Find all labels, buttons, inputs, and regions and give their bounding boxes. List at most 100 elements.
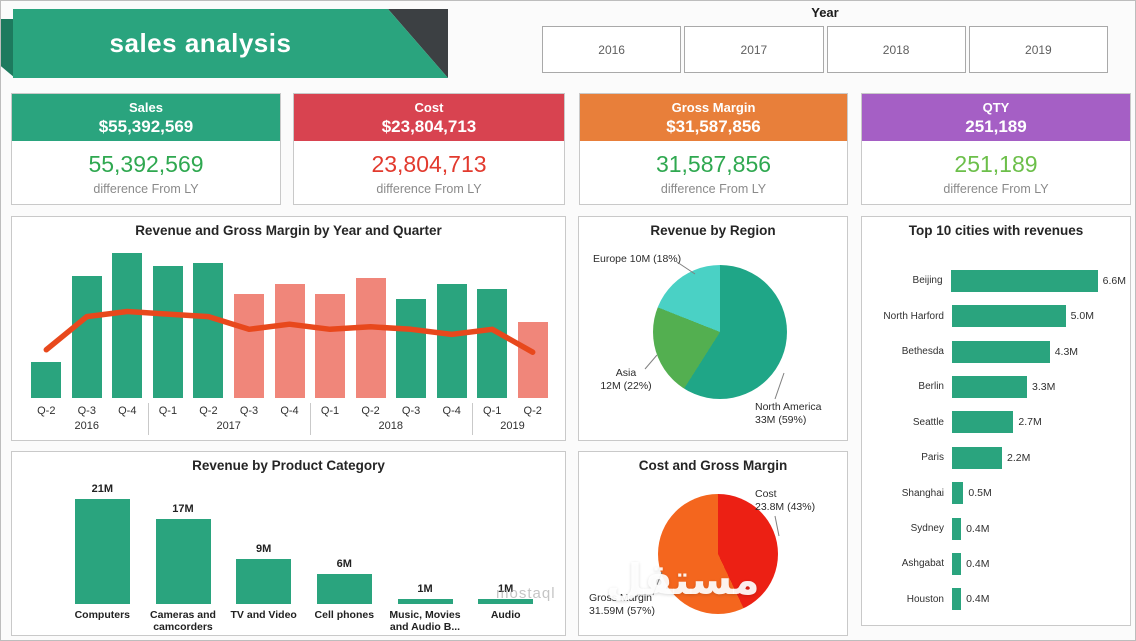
kpi-title: Sales (129, 100, 163, 115)
city-value-label: 0.5M (968, 487, 992, 500)
year-separator (471, 403, 473, 435)
category-label: Audio (490, 609, 521, 621)
year-option-2016[interactable]: 2016 (542, 26, 682, 73)
bar-bethesda[interactable] (952, 340, 1050, 363)
kpi-difference: 23,804,713 (371, 151, 487, 177)
city-label: Sydney (910, 523, 944, 535)
city-row-sydney: Sydney 0.4M (870, 511, 1126, 546)
city-value-label: 3.3M (1032, 380, 1056, 393)
kpi-caption: difference From LY (943, 182, 1049, 196)
pie-cost-gross-margin[interactable] (658, 494, 778, 614)
city-row-seattle: Seattle 2.7M (870, 405, 1126, 440)
bar-music-movies-and-audio-b[interactable] (397, 599, 453, 604)
kpi-card-sales: Sales $55,392,569 55,392,569 difference … (11, 93, 281, 205)
pie-revenue-by-region[interactable] (653, 265, 787, 399)
kpi-title: QTY (982, 100, 1010, 115)
bar-sydney[interactable] (952, 517, 962, 540)
year-slicer: Year 2016 2017 2018 2019 (542, 3, 1108, 78)
kpi-header: Gross Margin $31,587,856 (580, 94, 847, 141)
combo-x-axis: Q-2 Q-3 Q-4 Q-1 Q-2 Q-3 Q-4 Q-1 Q-2 Q-3 Q-4 Q-1 Q-2 2… (26, 403, 553, 439)
chart-revenue-by-region: Revenue by Region North America 33M (59%… (578, 216, 848, 441)
city-value-label: 4.3M (1054, 345, 1079, 358)
bar-q-1-2019[interactable] (477, 288, 508, 398)
axis-label-quarter: Q-3 (77, 405, 96, 417)
axis-label-quarter: Q-3 (401, 405, 421, 417)
city-label: Beijing (912, 275, 943, 287)
pie-label-gross-margin: Gross Margin 31.59M (57%) (589, 592, 655, 617)
bar-q-3-2017[interactable] (234, 293, 264, 398)
bar-value-label: 1M (498, 583, 514, 595)
bar-cameras-and-camcorders[interactable] (155, 519, 211, 604)
bar-seattle[interactable] (952, 411, 1014, 434)
bar-audio[interactable] (478, 599, 534, 604)
city-label: Paris (921, 452, 944, 464)
year-option-2018[interactable]: 2018 (826, 26, 966, 73)
bar-value-label: 9M (256, 543, 272, 555)
axis-label-quarter: Q-2 (361, 405, 380, 417)
bar-q-2-2018[interactable] (355, 278, 386, 398)
bar-q-3-2016[interactable] (71, 275, 102, 398)
kpi-value: $23,804,713 (381, 117, 477, 136)
bar-q-2-2016[interactable] (31, 362, 62, 398)
page-title: sales analysis (109, 28, 292, 58)
kpi-caption: difference From LY (93, 182, 199, 196)
kpi-title: Cost (414, 100, 444, 115)
kpi-value: $31,587,856 (666, 117, 761, 136)
category-label: TV and Video (230, 609, 297, 621)
bar-houston[interactable] (952, 588, 962, 611)
axis-label-year: 2018 (378, 420, 404, 432)
chart-cost-and-gross-margin: Cost and Gross Margin Cost 23.8M (43%) Gr… (578, 451, 848, 636)
bar-tv-and-video[interactable] (236, 559, 292, 604)
kpi-difference: 251,189 (954, 151, 1038, 177)
category-label: Cell phones (314, 609, 375, 621)
axis-label-quarter: Q-4 (442, 405, 461, 417)
axis-label-quarter: Q-4 (118, 405, 137, 417)
bar-computers[interactable] (74, 499, 130, 604)
bar-north-harford[interactable] (952, 305, 1066, 328)
bar-q-4-2018[interactable] (436, 283, 467, 398)
category-label: Cameras and camcorders (150, 609, 216, 633)
bar-q-1-2018[interactable] (315, 293, 345, 398)
axis-label-quarter: Q-1 (320, 405, 340, 417)
bar-paris[interactable] (952, 446, 1002, 469)
bar-q-2-2017[interactable] (193, 263, 224, 398)
year-option-2019[interactable]: 2019 (968, 26, 1108, 73)
bar-shanghai[interactable] (952, 482, 964, 505)
kpi-card-cost: Cost $23,804,713 23,804,713 difference F… (293, 93, 565, 205)
city-row-houston: Houston 0.4M (870, 582, 1126, 617)
chart-title: Revenue and Gross Margin by Year and Qua… (135, 223, 442, 238)
kpi-header: QTY 251,189 (862, 94, 1130, 141)
combo-plot-area (26, 253, 553, 398)
kpi-value: $55,392,569 (98, 117, 194, 136)
bar-value-label: 1M (417, 583, 433, 595)
bar-q-4-2016[interactable] (112, 253, 143, 398)
city-row-beijing: Beijing 6.6M (870, 263, 1126, 298)
city-value-label: 0.4M (966, 593, 990, 606)
bar-q-1-2017[interactable] (152, 265, 183, 398)
ribbon-left-fold (1, 19, 15, 78)
bar-cell-phones[interactable] (316, 574, 372, 604)
bar-ashgabat[interactable] (952, 552, 962, 575)
kpi-difference: 55,392,569 (88, 151, 204, 177)
kpi-caption: difference From LY (376, 182, 482, 196)
axis-label-year: 2017 (216, 420, 241, 432)
pie-label-cost: Cost 23.8M (43%) (755, 488, 816, 513)
bar-q-2-2019[interactable] (517, 321, 548, 398)
city-label: North Harford (883, 310, 944, 322)
city-value-label: 5.0M (1070, 310, 1094, 323)
bar-beijing[interactable] (950, 269, 1098, 292)
chart-title: Revenue by Region (650, 223, 776, 238)
chart-title: Top 10 cities with revenues (908, 223, 1084, 238)
city-label: Ashgabat (901, 558, 944, 570)
bar-q-4-2017[interactable] (274, 283, 305, 398)
chart-top-10-cities: Top 10 cities with revenues Beijing 6.6M N… (861, 216, 1131, 626)
category-label: Music, Movies and Audio B... (389, 609, 461, 633)
bar-q-3-2018[interactable] (396, 298, 427, 398)
year-option-2017[interactable]: 2017 (684, 26, 824, 73)
axis-label-quarter: Q-3 (239, 405, 259, 417)
bar-berlin[interactable] (952, 375, 1027, 398)
city-row-paris: Paris 2.2M (870, 440, 1126, 475)
axis-label-quarter: Q-2 (37, 405, 56, 417)
axis-label-quarter: Q-1 (158, 405, 178, 417)
pie-label-europe: Europe 10M (18%) (593, 253, 682, 265)
